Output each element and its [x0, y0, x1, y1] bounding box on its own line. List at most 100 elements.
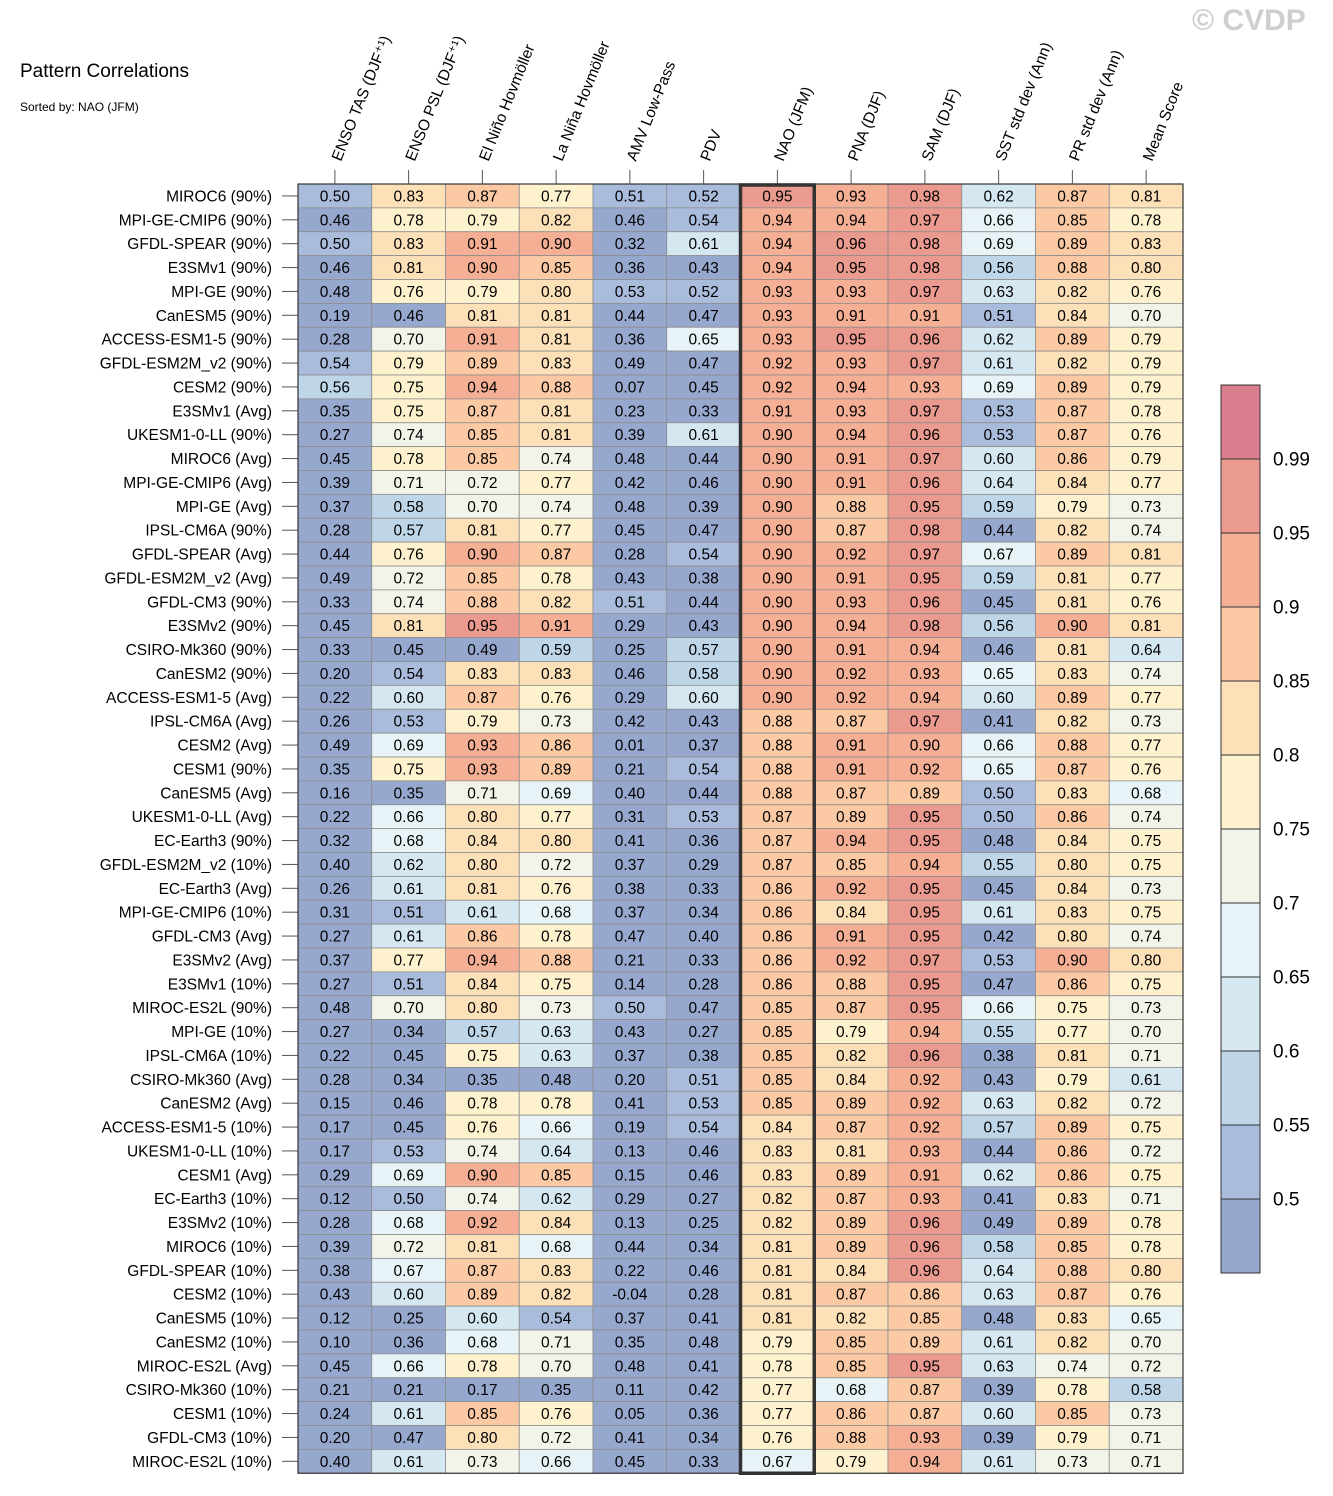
- cell-value: 0.43: [689, 260, 719, 277]
- cell-value: 0.84: [762, 1120, 793, 1137]
- cell-value: 0.13: [615, 1215, 645, 1232]
- cell-value: 0.89: [836, 1239, 866, 1256]
- cell-value: 0.80: [541, 284, 572, 301]
- cell-value: 0.44: [689, 594, 720, 611]
- cell-value: 0.98: [910, 260, 940, 277]
- cell-value: 0.60: [984, 1406, 1015, 1423]
- cell-value: 0.54: [394, 666, 425, 683]
- cell-value: 0.39: [689, 499, 719, 516]
- cell-value: 0.37: [615, 1048, 645, 1065]
- cell-value: 0.93: [836, 594, 866, 611]
- cell-value: 0.20: [320, 1430, 351, 1447]
- row-label: CanESM2 (Avg): [160, 1096, 272, 1113]
- cell-value: 0.21: [394, 1382, 424, 1399]
- cell-value: 0.88: [836, 499, 866, 516]
- colorbar-tick-label: 0.8: [1273, 746, 1299, 767]
- cell-value: 0.83: [394, 188, 424, 205]
- cell-value: 0.80: [467, 1000, 498, 1017]
- cell-value: 0.75: [1131, 905, 1161, 922]
- cell-value: 0.79: [1057, 499, 1087, 516]
- cell-value: 0.90: [762, 547, 793, 564]
- cell-value: 0.94: [467, 379, 498, 396]
- cell-value: 0.27: [320, 976, 350, 993]
- row-label: GFDL-ESM2M_v2 (90%): [100, 356, 272, 373]
- cell-value: 0.63: [984, 1358, 1014, 1375]
- cell-value: 0.34: [394, 1072, 425, 1089]
- cell-value: 0.77: [1131, 570, 1161, 587]
- cell-value: 0.33: [320, 594, 350, 611]
- cell-value: 0.58: [689, 666, 719, 683]
- cell-value: 0.61: [394, 1454, 424, 1471]
- cell-value: 0.51: [689, 1072, 719, 1089]
- cell-value: 0.78: [541, 570, 571, 587]
- cell-value: 0.85: [836, 857, 866, 874]
- row-label: E3SMv2 (Avg): [172, 952, 272, 969]
- cell-value: 0.28: [689, 1287, 719, 1304]
- cell-value: 0.39: [320, 1239, 350, 1256]
- cell-value: 0.97: [910, 714, 940, 731]
- cell-value: 0.77: [541, 809, 571, 826]
- cell-value: 0.45: [320, 451, 350, 468]
- cell-value: 0.46: [689, 1167, 719, 1184]
- cell-value: 0.43: [615, 570, 645, 587]
- cell-value: 0.98: [910, 523, 940, 540]
- cell-value: 0.40: [320, 857, 351, 874]
- cell-value: 0.63: [541, 1024, 571, 1041]
- cell-value: 0.89: [836, 1215, 866, 1232]
- cell-value: 0.93: [762, 308, 792, 325]
- cell-value: 0.79: [1057, 1072, 1087, 1089]
- cell-value: 0.86: [1057, 976, 1087, 993]
- cell-value: 0.87: [1057, 188, 1087, 205]
- cell-value: 0.61: [984, 1334, 1014, 1351]
- cell-value: 0.53: [984, 952, 1014, 969]
- cell-value: 0.45: [320, 618, 350, 635]
- cell-value: 0.76: [1131, 1287, 1161, 1304]
- cell-value: 0.75: [1131, 1120, 1161, 1137]
- cell-value: 0.27: [320, 929, 350, 946]
- cell-value: 0.91: [762, 403, 792, 420]
- cell-value: 0.96: [910, 332, 940, 349]
- colorbar-tick-label: 0.55: [1273, 1116, 1310, 1137]
- cell-value: 0.42: [689, 1382, 719, 1399]
- cell-value: 0.47: [689, 308, 719, 325]
- cell-value: 0.31: [320, 905, 350, 922]
- row-label: CanESM2 (90%): [156, 666, 272, 683]
- cell-value: 0.84: [836, 1263, 867, 1280]
- cell-value: 0.81: [762, 1263, 792, 1280]
- cell-value: 0.89: [1057, 332, 1087, 349]
- cell-value: 0.92: [762, 379, 792, 396]
- cell-value: 0.76: [1131, 427, 1161, 444]
- cell-value: 0.74: [394, 594, 425, 611]
- cell-value: 0.97: [910, 547, 940, 564]
- cell-value: 0.85: [762, 1096, 792, 1113]
- cell-value: 0.72: [541, 857, 571, 874]
- cell-value: 0.54: [689, 547, 720, 564]
- cell-value: 0.71: [394, 475, 424, 492]
- cell-value: 0.93: [910, 1191, 940, 1208]
- column-label: PNA (DJF): [845, 88, 889, 163]
- cell-value: 0.59: [984, 570, 1014, 587]
- cell-value: 0.81: [467, 881, 497, 898]
- cell-value: 0.41: [615, 833, 645, 850]
- cell-value: 0.84: [836, 1072, 867, 1089]
- cell-value: 0.81: [1131, 188, 1161, 205]
- cell-value: 0.91: [836, 929, 866, 946]
- cell-value: 0.86: [1057, 809, 1087, 826]
- cell-value: 0.98: [910, 188, 940, 205]
- row-label: CanESM5 (90%): [156, 308, 272, 325]
- cell-value: 0.84: [1057, 308, 1088, 325]
- cell-value: 0.78: [1131, 1215, 1161, 1232]
- cell-value: 0.97: [910, 952, 940, 969]
- cell-value: 0.80: [467, 857, 498, 874]
- cell-value: 0.57: [984, 1120, 1014, 1137]
- cell-value: 0.63: [984, 1096, 1014, 1113]
- row-label: CESM1 (10%): [173, 1406, 272, 1423]
- cell-value: 0.48: [984, 1311, 1014, 1328]
- cell-value: 0.37: [615, 857, 645, 874]
- cell-value: 0.22: [615, 1263, 645, 1280]
- cell-value: 0.95: [910, 929, 940, 946]
- cell-value: 0.90: [762, 690, 793, 707]
- cell-value: 0.90: [762, 618, 793, 635]
- cell-value: 0.75: [394, 379, 424, 396]
- row-label: CESM1 (90%): [173, 761, 272, 778]
